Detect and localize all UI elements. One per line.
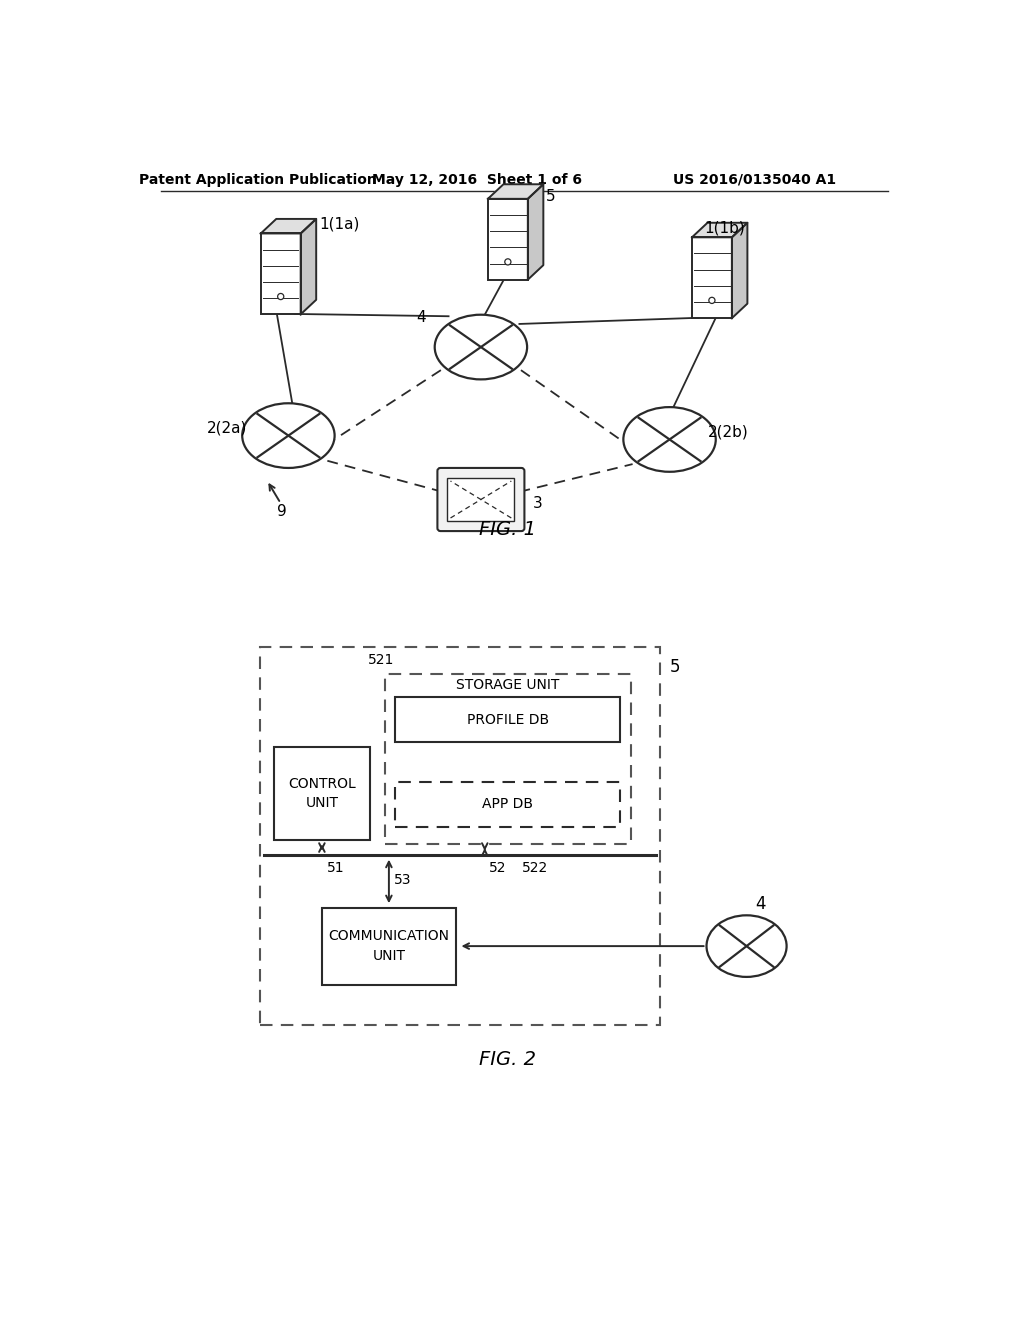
Text: FIG. 2: FIG. 2 [479,1049,537,1069]
Text: 2(2a): 2(2a) [207,420,247,436]
Text: 2(2b): 2(2b) [708,424,749,440]
Text: Patent Application Publication: Patent Application Publication [138,173,377,187]
Polygon shape [261,219,316,234]
Circle shape [278,293,284,300]
Text: 5: 5 [670,657,680,676]
Polygon shape [692,223,748,238]
Text: 51: 51 [328,861,345,875]
Text: 52: 52 [489,861,507,875]
Ellipse shape [624,407,716,471]
FancyBboxPatch shape [487,199,527,280]
FancyBboxPatch shape [395,781,621,826]
Text: STORAGE UNIT: STORAGE UNIT [456,678,559,692]
Text: CONTROL
UNIT: CONTROL UNIT [288,777,355,810]
Text: 4: 4 [416,310,426,325]
FancyBboxPatch shape [273,747,370,840]
FancyBboxPatch shape [260,647,660,1024]
Text: US 2016/0135040 A1: US 2016/0135040 A1 [673,173,836,187]
Text: PROFILE DB: PROFILE DB [467,713,549,727]
Text: 522: 522 [521,861,548,875]
Polygon shape [732,223,748,318]
Text: 1(1a): 1(1a) [319,216,359,231]
FancyBboxPatch shape [261,234,301,314]
Text: 9: 9 [278,503,287,519]
Text: 5: 5 [547,189,556,205]
Text: 4: 4 [755,895,766,912]
Circle shape [505,259,511,265]
FancyBboxPatch shape [395,697,621,742]
Polygon shape [301,219,316,314]
Ellipse shape [243,404,335,469]
Polygon shape [487,185,544,199]
Text: May 12, 2016  Sheet 1 of 6: May 12, 2016 Sheet 1 of 6 [372,173,582,187]
Bar [447,478,514,521]
FancyBboxPatch shape [437,469,524,531]
Text: APP DB: APP DB [482,797,534,812]
Ellipse shape [707,915,786,977]
Circle shape [709,297,715,304]
Polygon shape [527,185,544,280]
Text: 521: 521 [368,653,394,668]
Text: FIG. 1: FIG. 1 [479,520,537,539]
FancyBboxPatch shape [322,908,457,985]
FancyBboxPatch shape [692,238,732,318]
Text: 3: 3 [532,496,543,511]
Ellipse shape [435,314,527,379]
Text: COMMUNICATION
UNIT: COMMUNICATION UNIT [329,929,450,962]
FancyBboxPatch shape [385,675,631,843]
Text: 1(1b): 1(1b) [705,220,745,235]
Text: 53: 53 [393,873,411,887]
